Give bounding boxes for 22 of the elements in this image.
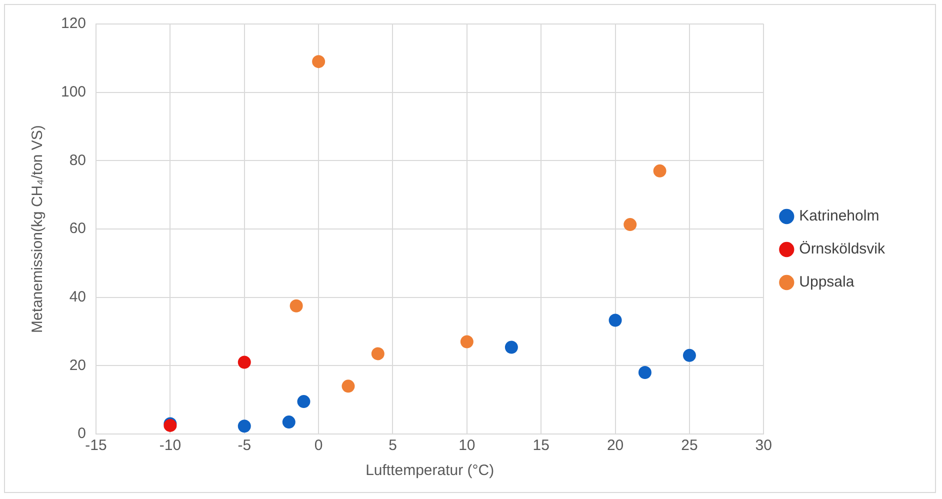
x-tick-label: 0 [314, 437, 323, 454]
legend-label: Uppsala [799, 274, 855, 291]
x-tick-label: 5 [388, 437, 397, 454]
x-tick-label: 10 [458, 437, 476, 454]
x-tick-label: 15 [532, 437, 550, 454]
y-axis-title: Metanemission(kg CH₄/ton VS) [29, 125, 46, 333]
y-tick-label: 80 [69, 152, 86, 169]
y-tick-label: 120 [60, 15, 86, 32]
x-tick-label: -15 [85, 437, 107, 454]
y-tick-label: 60 [69, 220, 86, 238]
x-axis-title: Lufttemperatur (°C) [366, 462, 494, 480]
legend-label: Katrineholm [799, 208, 880, 225]
x-tick-label: -5 [238, 437, 252, 454]
y-tick-label: 40 [69, 288, 86, 306]
y-tick-label: 100 [60, 83, 86, 100]
x-tick-label: 20 [606, 437, 624, 454]
y-tick-label: 20 [69, 356, 86, 374]
x-tick-label: 30 [755, 437, 772, 454]
x-tick-label: 25 [681, 437, 698, 454]
legend-label: Örnsköldsvik [799, 240, 886, 258]
y-tick-label: 0 [78, 425, 86, 442]
x-tick-label: -10 [159, 437, 182, 454]
